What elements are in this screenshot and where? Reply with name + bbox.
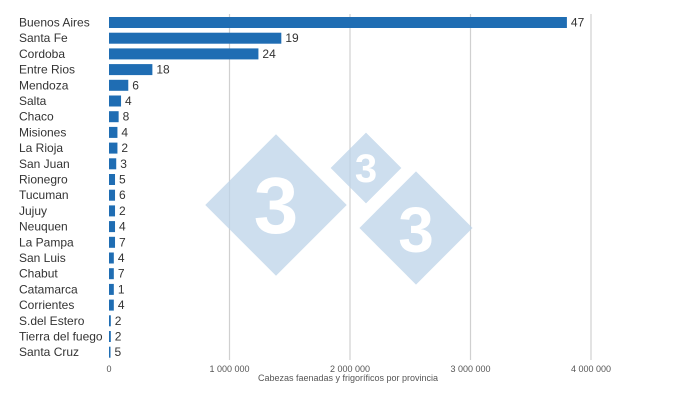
data-label: 8: [123, 110, 130, 124]
x-tick-label: 2 000 000: [330, 364, 370, 374]
data-label: 19: [285, 31, 299, 45]
data-label: 2: [119, 204, 126, 218]
bar: [109, 205, 116, 217]
category-label: La Rioja: [19, 141, 63, 155]
bars: [109, 17, 567, 358]
data-label: 6: [132, 78, 139, 92]
data-label: 4: [118, 251, 125, 265]
category-label: Entre Rios: [19, 63, 75, 77]
svg-text:3: 3: [355, 147, 377, 191]
bar: [109, 283, 114, 295]
category-label: Cordoba: [19, 47, 65, 61]
bar: [109, 315, 111, 327]
bar: [109, 268, 114, 280]
data-label: 4: [125, 94, 132, 108]
data-label: 7: [119, 235, 126, 249]
category-label: Buenos Aires: [19, 16, 90, 30]
category-label: Santa Cruz: [19, 345, 79, 359]
bar: [109, 189, 116, 201]
x-tick-label: 0: [106, 364, 111, 374]
data-label: 5: [115, 345, 122, 359]
category-label: San Juan: [19, 157, 70, 171]
data-label: 7: [118, 267, 125, 281]
bar: [109, 174, 116, 185]
data-label: 2: [115, 330, 122, 344]
bar: [109, 17, 567, 28]
category-label: Misiones: [19, 125, 66, 139]
data-label: 47: [571, 16, 585, 30]
data-label: 4: [119, 220, 126, 234]
category-label: La Pampa: [19, 235, 74, 249]
category-label: Chabut: [19, 267, 58, 281]
bar: [109, 111, 119, 123]
bar: [109, 126, 118, 138]
category-label: Rionegro: [19, 173, 68, 187]
bar: [109, 48, 259, 60]
category-label: San Luis: [19, 251, 66, 265]
data-label: 5: [119, 173, 126, 187]
category-label: Catamarca: [19, 282, 78, 296]
data-label: 4: [118, 298, 125, 312]
category-label: Salta: [19, 94, 47, 108]
svg-text:3: 3: [254, 161, 299, 250]
data-label: 18: [156, 63, 170, 77]
data-label: 4: [121, 125, 128, 139]
category-label: Tucuman: [19, 188, 69, 202]
bar: [109, 221, 116, 233]
bar: [109, 252, 114, 264]
bar: [109, 236, 116, 248]
x-tick-label: 3 000 000: [450, 364, 490, 374]
bar: [109, 79, 129, 91]
bar: [109, 32, 282, 44]
watermark-logo: 3 3 3: [205, 132, 473, 285]
svg-text:3: 3: [398, 194, 434, 266]
data-label: 1: [118, 282, 125, 296]
data-label: 2: [121, 141, 128, 155]
category-label: S.del Estero: [19, 314, 85, 328]
data-label: 2: [115, 314, 122, 328]
x-axis-title: Cabezas faenadas y frigoríficos por prov…: [258, 373, 438, 383]
bar: [109, 142, 118, 154]
data-label: 3: [120, 157, 127, 171]
category-label: Tierra del fuego: [19, 330, 103, 344]
bar: [109, 64, 153, 76]
bar: [109, 95, 122, 107]
bar: [109, 331, 111, 342]
x-tick-labels: 0 1 000 000 2 000 000 3 000 000 4 000 000: [106, 364, 611, 374]
x-tick-label: 4 000 000: [571, 364, 611, 374]
bar: [109, 158, 117, 170]
category-label: Neuquen: [19, 220, 68, 234]
bar: [109, 299, 114, 311]
x-tick-label: 1 000 000: [209, 364, 249, 374]
data-label: 6: [119, 188, 126, 202]
category-label: Mendoza: [19, 78, 69, 92]
category-label: Santa Fe: [19, 31, 68, 45]
bar: [109, 346, 111, 358]
category-label: Jujuy: [19, 204, 47, 218]
category-label: Chaco: [19, 110, 54, 124]
data-label: 24: [262, 47, 276, 61]
category-label: Corrientes: [19, 298, 74, 312]
